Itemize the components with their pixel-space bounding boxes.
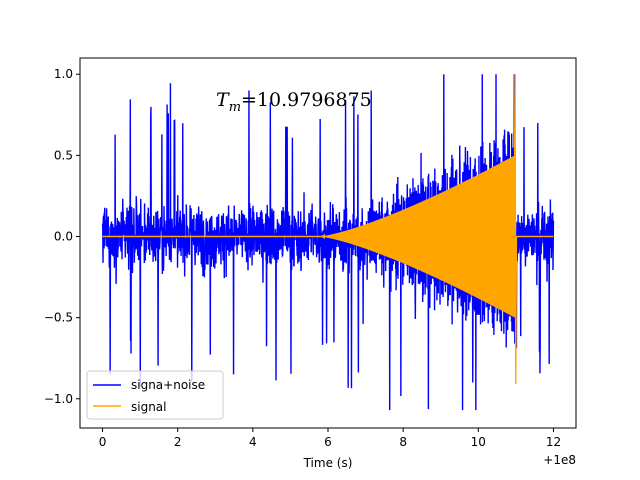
x-tick-label: 6 <box>324 435 332 449</box>
x-tick-label: 10 <box>471 435 486 449</box>
annotation-value: =10.9796875 <box>241 89 372 111</box>
y-axis-ticks: −1.0 −0.5 0.0 0.5 1.0 <box>44 67 80 406</box>
legend-box <box>86 370 224 420</box>
annotation-subscript: m <box>229 100 241 115</box>
x-tick-label: 8 <box>399 435 407 449</box>
x-offset-label: +1e8 <box>543 453 576 467</box>
x-tick-label: 12 <box>546 435 561 449</box>
y-tick-label: −1.0 <box>44 392 73 406</box>
annotation-symbol: T <box>216 89 230 111</box>
legend: signa+noise signal <box>86 370 224 420</box>
legend-label-signal: signal <box>131 400 167 414</box>
series-layer <box>101 74 555 411</box>
x-tick-label: 2 <box>174 435 182 449</box>
x-axis-label: Time (s) <box>303 456 353 470</box>
series-line-signal <box>102 74 554 385</box>
legend-label-signa-noise: signa+noise <box>131 378 205 392</box>
x-axis-ticks: 0 2 4 6 8 10 12 <box>99 428 561 449</box>
y-tick-label: 0.5 <box>54 148 73 162</box>
x-tick-label: 4 <box>249 435 257 449</box>
merger-time-annotation: Tm=10.9796875 <box>216 89 372 115</box>
y-tick-label: −0.5 <box>44 311 73 325</box>
y-tick-label: 1.0 <box>54 67 73 81</box>
x-tick-label: 0 <box>99 435 107 449</box>
y-tick-label: 0.0 <box>54 230 73 244</box>
